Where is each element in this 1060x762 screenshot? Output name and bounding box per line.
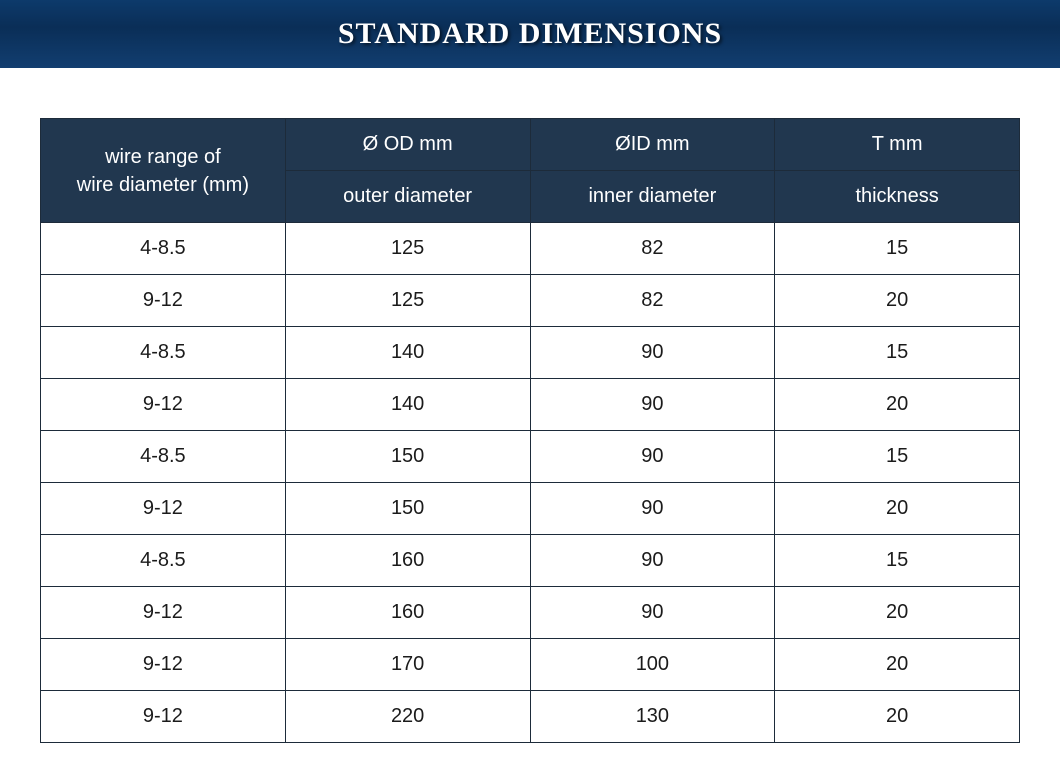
cell-wire-range: 9-12 [41, 587, 286, 639]
cell-wire-range: 4-8.5 [41, 535, 286, 587]
table-row: 9-12 125 82 20 [41, 275, 1020, 327]
cell-t: 20 [775, 483, 1020, 535]
cell-t: 20 [775, 275, 1020, 327]
col-head-wire-range-l1: wire range of [105, 146, 221, 168]
table-row: 4-8.5 160 90 15 [41, 535, 1020, 587]
cell-id: 90 [530, 587, 775, 639]
cell-od: 170 [285, 639, 530, 691]
cell-t: 20 [775, 379, 1020, 431]
cell-wire-range: 9-12 [41, 639, 286, 691]
cell-od: 150 [285, 483, 530, 535]
cell-od: 220 [285, 691, 530, 743]
table-row: 9-12 170 100 20 [41, 639, 1020, 691]
title-banner: STANDARD DIMENSIONS [0, 0, 1060, 68]
cell-wire-range: 9-12 [41, 483, 286, 535]
cell-t: 15 [775, 431, 1020, 483]
col-head-id-top: ØID mm [530, 119, 775, 171]
cell-id: 100 [530, 639, 775, 691]
col-head-wire-range-l2: wire diameter (mm) [77, 174, 249, 196]
cell-od: 125 [285, 275, 530, 327]
table-row: 4-8.5 150 90 15 [41, 431, 1020, 483]
cell-t: 15 [775, 223, 1020, 275]
col-head-wire-range: wire range of wire diameter (mm) [41, 119, 286, 223]
table-row: 9-12 220 130 20 [41, 691, 1020, 743]
cell-wire-range: 9-12 [41, 691, 286, 743]
cell-wire-range: 4-8.5 [41, 327, 286, 379]
cell-t: 20 [775, 691, 1020, 743]
cell-id: 90 [530, 327, 775, 379]
cell-t: 15 [775, 327, 1020, 379]
cell-id: 90 [530, 535, 775, 587]
table-body: 4-8.5 125 82 15 9-12 125 82 20 4-8.5 140… [41, 223, 1020, 743]
col-head-od-sub: outer diameter [285, 171, 530, 223]
cell-od: 140 [285, 379, 530, 431]
cell-t: 15 [775, 535, 1020, 587]
cell-t: 20 [775, 639, 1020, 691]
cell-wire-range: 4-8.5 [41, 223, 286, 275]
col-head-id-sub: inner diameter [530, 171, 775, 223]
cell-id: 82 [530, 275, 775, 327]
cell-od: 150 [285, 431, 530, 483]
col-head-t-top: T mm [775, 119, 1020, 171]
cell-t: 20 [775, 587, 1020, 639]
table-row: 9-12 150 90 20 [41, 483, 1020, 535]
cell-id: 130 [530, 691, 775, 743]
dimensions-table: wire range of wire diameter (mm) Ø OD mm… [40, 118, 1020, 743]
cell-od: 160 [285, 535, 530, 587]
col-head-t-sub: thickness [775, 171, 1020, 223]
table-row: 9-12 160 90 20 [41, 587, 1020, 639]
cell-wire-range: 4-8.5 [41, 431, 286, 483]
page-title: STANDARD DIMENSIONS [338, 17, 722, 51]
col-head-od-top: Ø OD mm [285, 119, 530, 171]
cell-id: 90 [530, 379, 775, 431]
table-row: 9-12 140 90 20 [41, 379, 1020, 431]
table-row: 4-8.5 140 90 15 [41, 327, 1020, 379]
table-container: wire range of wire diameter (mm) Ø OD mm… [0, 68, 1060, 743]
cell-od: 140 [285, 327, 530, 379]
cell-id: 90 [530, 431, 775, 483]
cell-od: 125 [285, 223, 530, 275]
cell-id: 82 [530, 223, 775, 275]
cell-wire-range: 9-12 [41, 275, 286, 327]
cell-id: 90 [530, 483, 775, 535]
cell-od: 160 [285, 587, 530, 639]
table-row: 4-8.5 125 82 15 [41, 223, 1020, 275]
cell-wire-range: 9-12 [41, 379, 286, 431]
